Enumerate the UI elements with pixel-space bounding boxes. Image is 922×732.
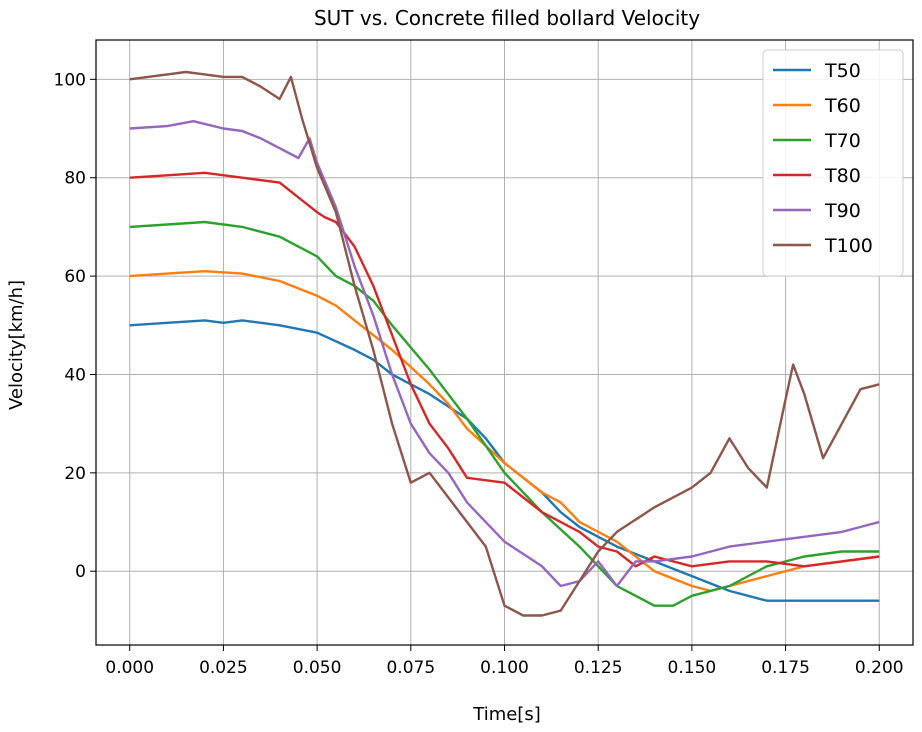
legend-label: T100 <box>824 235 873 257</box>
legend-box <box>762 49 904 277</box>
x-tick-label: 0.025 <box>199 658 248 678</box>
y-tick-label: 60 <box>64 267 86 287</box>
x-tick-label: 0.050 <box>293 658 342 678</box>
y-axis-label: Velocity[km/h] <box>6 280 27 410</box>
x-tick-label: 0.075 <box>386 658 435 678</box>
legend: T50 T60 T70 T80 T90 T100 <box>762 49 904 277</box>
x-tick-label: 0.100 <box>480 658 529 678</box>
x-tick-label: 0.200 <box>855 658 904 678</box>
series-line-t80 <box>129 171 880 568</box>
series-layer <box>129 70 880 617</box>
x-tick-label: 0.175 <box>761 658 810 678</box>
x-axis-ticks: 0.000 0.025 0.050 0.075 0.100 0.125 0.150 0.175… <box>105 645 904 678</box>
x-tick-label: 0.000 <box>105 658 154 678</box>
y-axis-ticks: 0 20 40 60 80 100 <box>54 70 96 582</box>
series-line-t70 <box>129 220 880 607</box>
x-tick-label: 0.150 <box>668 658 717 678</box>
y-tick-label: 40 <box>64 365 86 385</box>
legend-label: T90 <box>824 200 861 222</box>
y-tick-label: 100 <box>54 70 86 90</box>
legend-label: T50 <box>824 60 861 82</box>
x-axis-label: Time[s] <box>472 704 540 725</box>
y-tick-label: 80 <box>64 169 86 189</box>
legend-label: T60 <box>824 95 861 117</box>
x-tick-label: 0.125 <box>574 658 623 678</box>
series-line-t100 <box>129 70 880 617</box>
series-line-t50 <box>129 319 880 602</box>
legend-label: T80 <box>824 165 861 187</box>
chart-title: SUT vs. Concrete filled bollard Velocity <box>314 6 700 30</box>
legend-label: T70 <box>824 130 861 152</box>
y-tick-label: 20 <box>64 464 86 484</box>
series-line-t90 <box>129 120 880 588</box>
y-tick-label: 0 <box>75 562 86 582</box>
